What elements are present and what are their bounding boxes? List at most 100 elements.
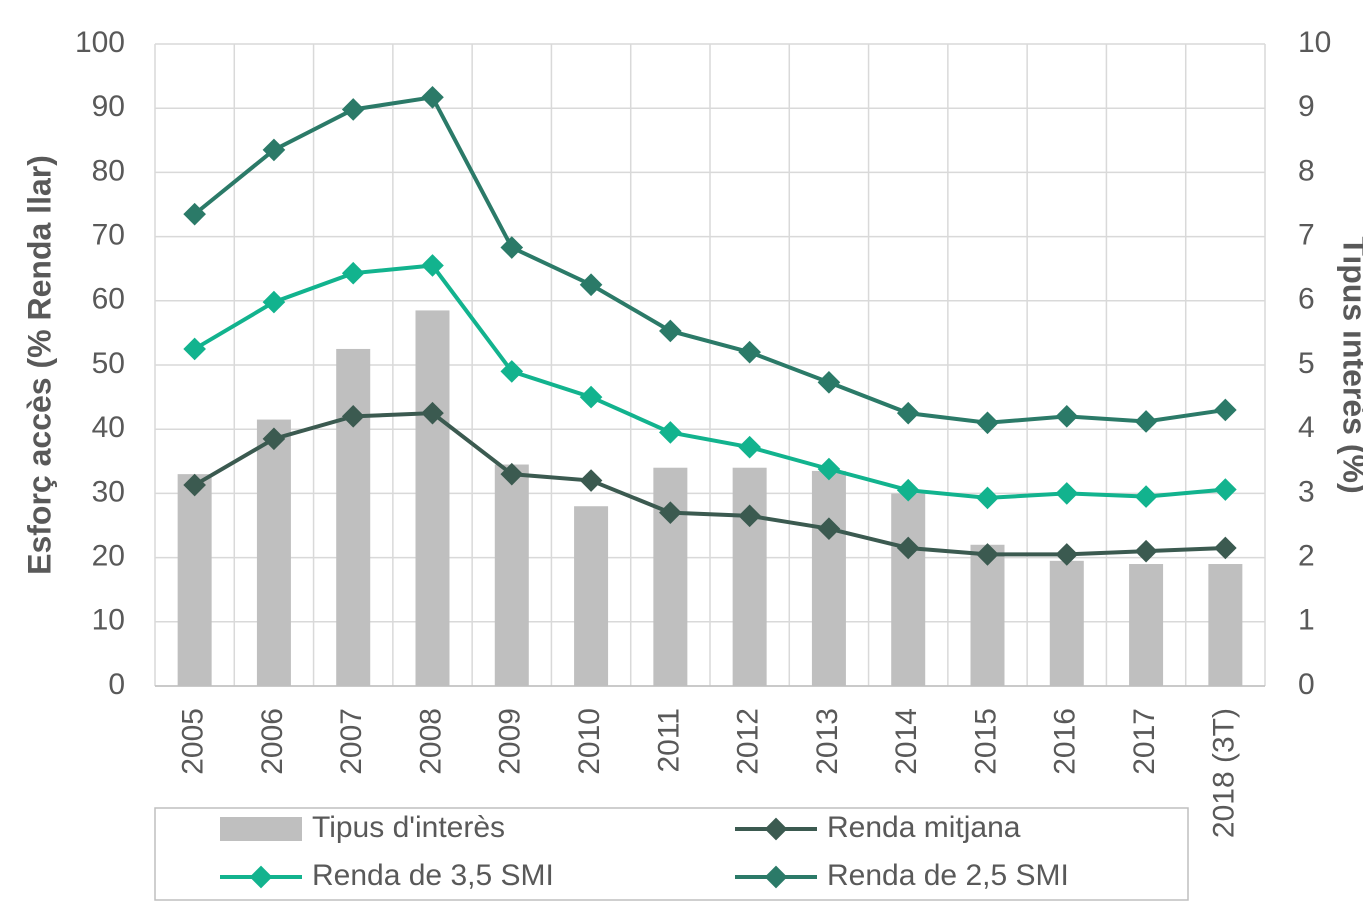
x-tick-label: 2018 (3T) — [1207, 708, 1240, 838]
marker — [1134, 485, 1158, 508]
marker — [738, 435, 761, 459]
bar — [256, 419, 291, 686]
bar — [574, 506, 609, 686]
y2-tick-label: 0 — [1298, 668, 1315, 701]
marker — [500, 462, 524, 486]
bar — [811, 470, 846, 686]
x-tick-label: 2007 — [335, 708, 368, 775]
x-tick-label: 2008 — [414, 708, 447, 775]
y2-tick-label: 6 — [1298, 283, 1315, 316]
marker — [738, 504, 761, 528]
y-tick-label: 70 — [92, 219, 125, 252]
bar — [415, 310, 450, 686]
marker — [421, 254, 444, 277]
marker — [1055, 482, 1079, 505]
marker — [341, 261, 365, 285]
bar — [336, 348, 371, 686]
y2-tick-label: 3 — [1298, 475, 1315, 508]
marker — [976, 486, 999, 510]
bar — [1049, 560, 1084, 686]
y-tick-label: 20 — [92, 540, 125, 573]
y-tick-label: 100 — [75, 26, 125, 59]
marker — [817, 517, 841, 541]
y-tick-label: 30 — [92, 475, 125, 508]
marker — [1134, 410, 1158, 433]
marker — [341, 405, 365, 428]
marker — [500, 360, 524, 383]
marker — [262, 427, 286, 451]
marker — [1055, 543, 1079, 566]
x-tick-label: 2017 — [1128, 708, 1161, 775]
x-tick-label: 2014 — [890, 708, 923, 775]
marker — [817, 371, 841, 394]
x-tick-label: 2011 — [652, 708, 685, 773]
marker — [976, 411, 999, 435]
marker — [1214, 478, 1237, 501]
y2-tick-label: 7 — [1298, 219, 1315, 252]
y-tick-label: 50 — [92, 347, 125, 380]
x-tick-label: 2006 — [256, 708, 289, 775]
marker — [896, 536, 920, 560]
marker — [1214, 536, 1237, 560]
x-tick-label: 2005 — [177, 708, 210, 775]
y2-tick-label: 10 — [1298, 26, 1331, 59]
marker — [896, 478, 920, 502]
bar — [494, 464, 529, 686]
y2-axis-title: Tipus interès (%) — [1337, 236, 1363, 493]
line — [193, 411, 1226, 557]
marker — [976, 543, 999, 566]
bar — [1129, 564, 1164, 686]
marker — [817, 457, 841, 481]
legend-swatch — [220, 817, 302, 841]
line — [193, 263, 1226, 500]
y2-tick-label: 4 — [1298, 411, 1315, 444]
marker — [1134, 539, 1158, 563]
bar — [177, 474, 212, 686]
marker — [579, 469, 603, 492]
x-tick-label: 2016 — [1049, 708, 1082, 775]
y2-tick-label: 9 — [1298, 90, 1315, 123]
x-tick-label: 2013 — [811, 708, 844, 775]
x-tick-label: 2012 — [732, 708, 765, 775]
legend-marker — [764, 865, 788, 889]
y-tick-label: 60 — [92, 283, 125, 316]
y-tick-label: 0 — [108, 668, 125, 701]
legend-box — [154, 807, 1189, 901]
x-tick-label: 2009 — [494, 708, 527, 775]
y2-tick-label: 8 — [1298, 154, 1315, 187]
x-tick-label: 2010 — [573, 708, 606, 775]
y-axis-title: Esforç accès (% Renda llar) — [21, 155, 57, 575]
line — [193, 95, 1226, 425]
y-tick-label: 80 — [92, 154, 125, 187]
y2-tick-label: 5 — [1298, 347, 1315, 380]
marker — [1214, 398, 1237, 422]
x-tick-label: 2015 — [969, 708, 1002, 775]
marker — [262, 290, 286, 314]
legend-marker — [764, 817, 788, 841]
marker — [896, 401, 920, 425]
legend-label: Renda de 2,5 SMI — [827, 859, 1069, 892]
bar — [732, 467, 767, 686]
legend-label: Tipus d'interès — [312, 811, 505, 844]
legend-label: Renda mitjana — [827, 811, 1021, 844]
y2-tick-label: 2 — [1298, 540, 1315, 573]
bar — [653, 467, 688, 686]
marker — [659, 319, 682, 343]
y-tick-label: 10 — [92, 604, 125, 637]
y-tick-label: 90 — [92, 90, 125, 123]
bar — [1208, 564, 1243, 686]
marker — [341, 98, 365, 121]
marker — [579, 273, 603, 297]
marker — [1055, 405, 1079, 428]
bar — [970, 544, 1005, 686]
y-tick-label: 40 — [92, 411, 125, 444]
marker — [738, 340, 761, 364]
bar — [891, 493, 926, 686]
legend-label: Renda de 3,5 SMI — [312, 859, 554, 892]
y2-tick-label: 1 — [1298, 604, 1315, 637]
marker — [579, 385, 603, 409]
marker — [659, 421, 682, 444]
marker — [421, 401, 444, 425]
